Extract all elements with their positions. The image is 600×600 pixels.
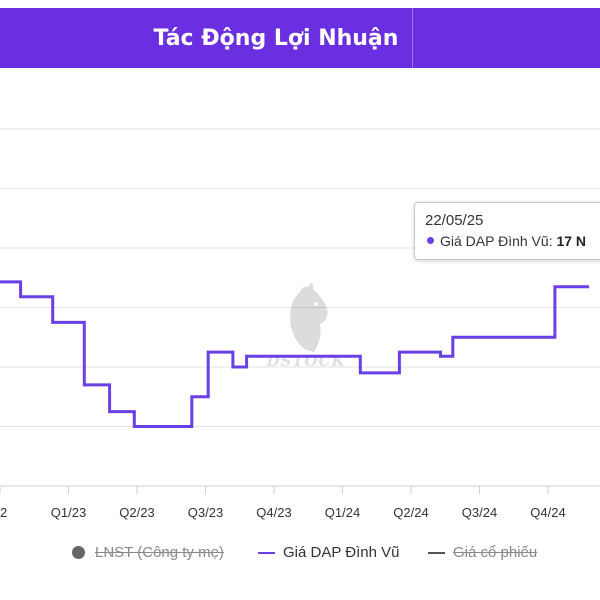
header-divider: [412, 8, 413, 68]
chart-tooltip: 22/05/25 Giá DAP Đình Vũ: 17 N: [414, 202, 600, 260]
horse-head-logo-icon: [290, 282, 328, 352]
tooltip-row: Giá DAP Đình Vũ: 17 N: [427, 233, 586, 249]
legend-line-icon: [428, 551, 445, 554]
legend-item-dap-price[interactable]: Giá DAP Đình Vũ: [258, 544, 399, 561]
grid-lines: [0, 128, 600, 427]
x-tick-label: Q2/24: [393, 505, 428, 520]
series-line-dap-price: [0, 280, 590, 428]
x-tick-label: Q3/23: [188, 505, 223, 520]
x-tick-label: Q4/24: [530, 505, 565, 520]
watermark-text: DSTOCK: [265, 352, 345, 370]
tooltip-date: 22/05/25: [425, 212, 484, 229]
legend-line-icon: [258, 551, 275, 554]
legend-label: Giá cổ phiếu: [453, 544, 538, 561]
series: [0, 280, 590, 428]
x-axis: 22 Q1/23 Q2/23 Q3/23 Q4/23 Q1/24 Q2/24 Q3/24 Q4/…: [0, 485, 600, 520]
chart-header: Tác Động Lợi Nhuận: [0, 8, 600, 68]
legend-circle-icon: [72, 546, 85, 559]
legend-item-lnst[interactable]: LNST (Công ty mẹ): [72, 544, 224, 561]
tooltip-value: 17 N: [556, 233, 587, 249]
x-tick-label: 22: [0, 505, 7, 520]
x-tick-label: Q2/23: [119, 505, 154, 520]
legend-label: Giá DAP Đình Vũ: [283, 544, 400, 561]
legend-label: LNST (Công ty mẹ): [95, 544, 224, 561]
chart-legend: LNST (Công ty mẹ) Giá DAP Đình Vũ Giá cổ…: [0, 544, 600, 568]
x-tick-label: Q1/24: [325, 505, 360, 520]
chart-title: Tác Động Lợi Nhuận: [153, 25, 399, 51]
tooltip-series-dot-icon: [427, 236, 434, 244]
x-tick-label: Q1/23: [51, 505, 86, 520]
x-tick-label: Q3/24: [462, 505, 497, 520]
tooltip-series-name: Giá DAP Đình Vũ: [440, 233, 549, 249]
x-tick-label: Q4/23: [256, 505, 291, 520]
legend-item-stock-price[interactable]: Giá cổ phiếu: [428, 544, 537, 561]
